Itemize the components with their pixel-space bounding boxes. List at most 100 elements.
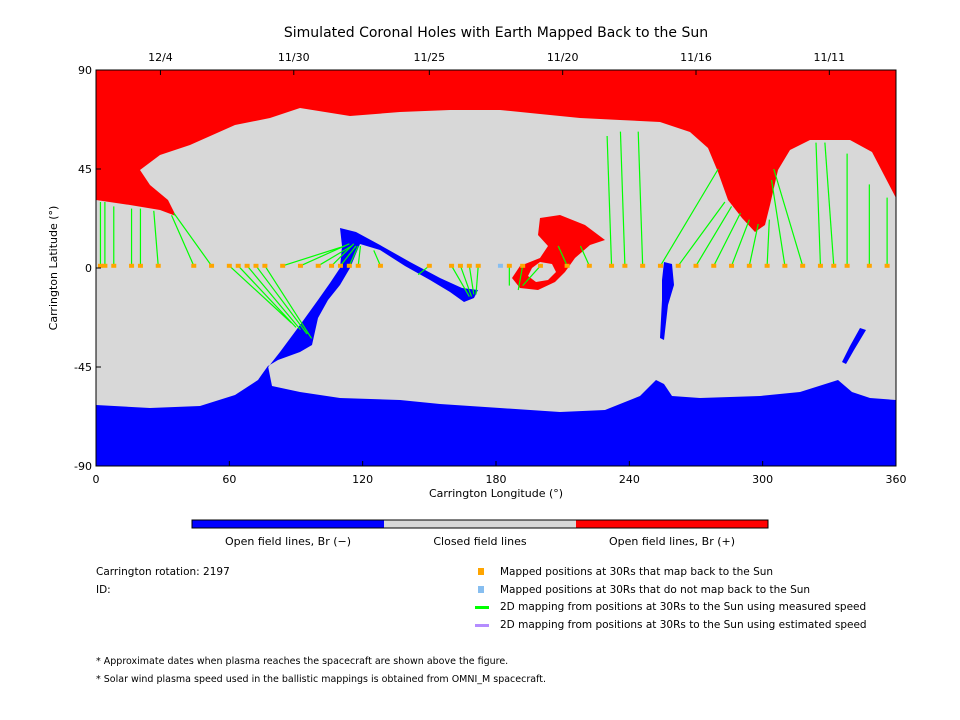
legend-blue-square-icon (478, 586, 484, 593)
mapping-line (331, 243, 355, 267)
mapped-point (520, 263, 526, 268)
mapped-point (377, 263, 383, 268)
mapping-line (153, 210, 159, 266)
mapped-point (782, 263, 788, 268)
y-tick-label: -90 (74, 460, 92, 473)
x-tick-label: 240 (619, 473, 640, 486)
mapping-line (557, 245, 568, 267)
mapped-point (457, 263, 463, 268)
mapped-point (137, 263, 143, 268)
mapping-line (517, 265, 524, 291)
mapped-point (844, 263, 850, 268)
mapping-line (475, 265, 479, 295)
mapped-point (564, 263, 570, 268)
x-tick-label: 360 (886, 473, 907, 486)
mapped-point (97, 263, 103, 268)
mapped-point (475, 263, 481, 268)
mapped-point (253, 263, 259, 268)
mapped-point (506, 263, 512, 268)
mapped-point (817, 263, 823, 268)
mapped-point (355, 263, 361, 268)
mapped-point (537, 263, 543, 268)
mapping-line (619, 131, 626, 266)
mapped-point (884, 263, 890, 268)
mapping-line (773, 168, 804, 266)
mapping-line (255, 265, 308, 335)
mapped-point (657, 263, 663, 268)
mapping-line (824, 142, 835, 266)
y-tick-label: 90 (78, 64, 92, 77)
carrington-rotation: Carrington rotation: 2197 (96, 566, 230, 578)
mapped-point (155, 263, 161, 268)
mapped-point (449, 263, 455, 268)
mapping-line (237, 265, 297, 328)
mapping-line (579, 245, 590, 267)
mapping-lines (99, 131, 888, 339)
mapped-point (746, 263, 752, 268)
colorbar-frame (191, 519, 769, 529)
mapped-point (609, 263, 615, 268)
mapped-point (711, 263, 717, 268)
mapping-line (730, 219, 750, 267)
mapped-point (866, 263, 872, 268)
mapped-point (209, 263, 215, 268)
mapped-point (831, 263, 837, 268)
coronal-hole-map: Simulated Coronal Holes with Earth Mappe… (47, 25, 907, 548)
mapping-line (659, 168, 719, 267)
positive-open-field-north (96, 70, 896, 232)
mapping-line (317, 245, 352, 267)
negative-open-field-small (842, 328, 866, 364)
colorbar: Open field lines, Br (−) Closed field li… (191, 519, 769, 548)
chart-title: Simulated Coronal Holes with Earth Mappe… (284, 25, 708, 41)
mapping-line (282, 245, 346, 267)
mapping-line (171, 214, 195, 267)
mapping-line (459, 265, 473, 297)
negative-open-field-streak (660, 262, 674, 340)
mapped-point (226, 263, 232, 268)
mapping-line (770, 179, 786, 266)
mapped-point (102, 263, 108, 268)
mapping-line (748, 223, 759, 266)
mapped-point (466, 263, 472, 268)
colorbar-label-negative: Open field lines, Br (−) (225, 535, 351, 548)
x-axis-label: Carrington Longitude (°) (429, 487, 563, 500)
mapping-line (451, 265, 470, 297)
mapping-line (300, 243, 350, 267)
x-tick-label: 60 (222, 473, 236, 486)
colorbar-negative (192, 520, 384, 528)
date-tick-label: 11/25 (413, 51, 445, 64)
y-axis-label: Carrington Latitude (°) (47, 206, 60, 331)
axes: 0 60 120 180 240 300 360 90 45 0 -45 -90 12/4 11/30 11… (74, 51, 906, 486)
y-tick-label: 45 (78, 163, 92, 176)
map-area (95, 69, 897, 467)
y-tick-label: 0 (85, 262, 92, 275)
mapping-line (606, 135, 613, 266)
legend-purple-line-icon (475, 624, 489, 627)
date-tick-label: 11/30 (278, 51, 310, 64)
mapped-point (244, 263, 250, 268)
mapping-line (637, 131, 644, 266)
mapping-line (348, 245, 359, 267)
mapped-point (586, 263, 592, 268)
date-tick-label: 11/16 (680, 51, 712, 64)
colorbar-closed (384, 520, 576, 528)
x-tick-label: 0 (93, 473, 100, 486)
legend-green-line-icon (475, 606, 489, 609)
mapped-point (729, 263, 735, 268)
mapped-points (97, 263, 890, 268)
mapping-line (228, 265, 292, 324)
mapping-line (357, 245, 362, 266)
mapped-point (129, 263, 135, 268)
mapped-point (337, 263, 343, 268)
mapped-point (111, 263, 117, 268)
x-tick-label: 300 (752, 473, 773, 486)
note-dates: * Approximate dates when plasma reaches … (96, 656, 509, 667)
note-speed: * Solar wind plasma speed used in the ba… (96, 674, 546, 685)
mapping-line (264, 265, 313, 339)
mapping-line (522, 265, 541, 287)
colorbar-positive (576, 520, 768, 528)
mapped-point (426, 263, 432, 268)
mapped-point (262, 263, 268, 268)
mapping-line (373, 250, 381, 267)
